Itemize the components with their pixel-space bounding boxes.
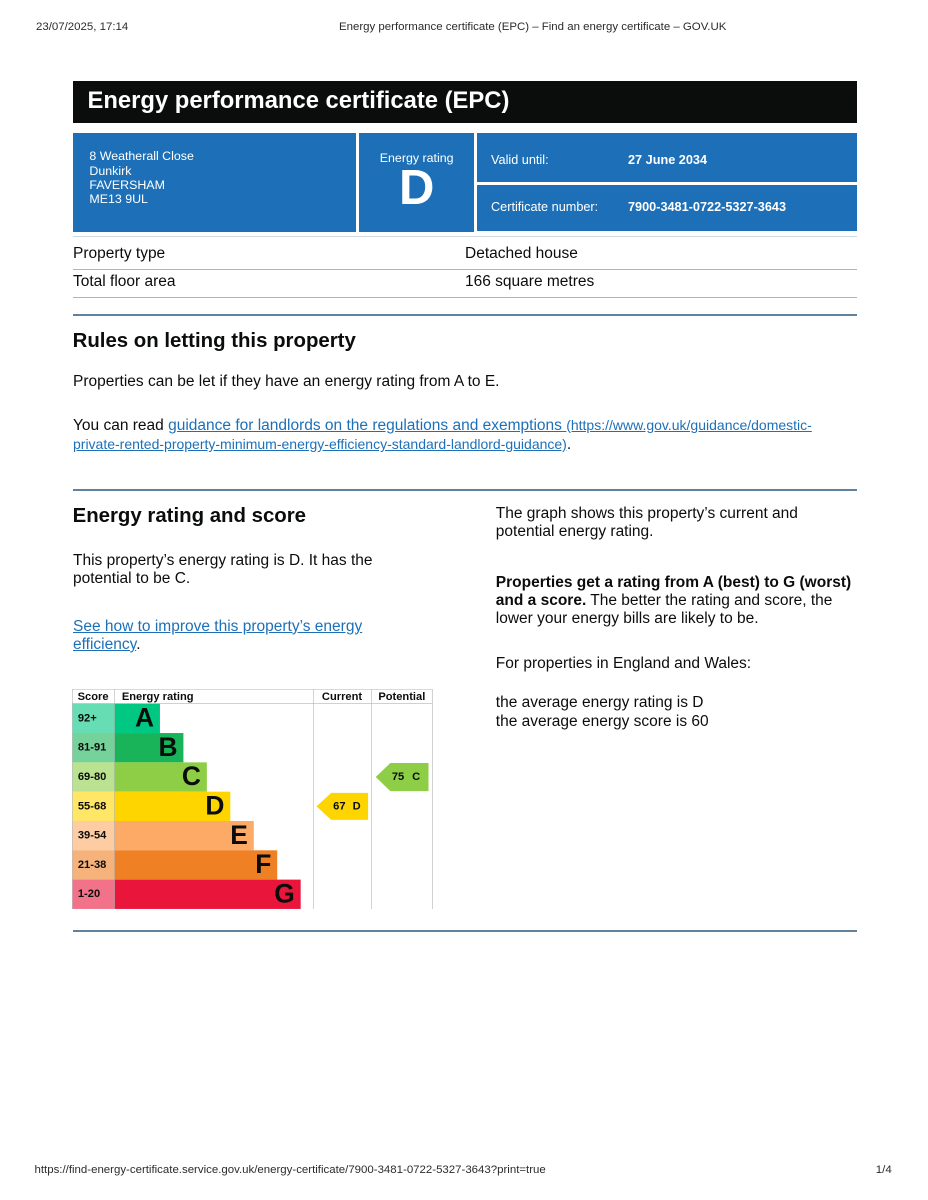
svg-text:39-54: 39-54 <box>78 829 107 841</box>
svg-text:55-68: 55-68 <box>78 800 106 812</box>
svg-text:67: 67 <box>333 800 345 812</box>
svg-text:E: E <box>231 820 249 850</box>
svg-text:Score: Score <box>78 691 109 703</box>
svg-text:B: B <box>159 732 178 762</box>
svg-text:C: C <box>412 771 420 783</box>
svg-text:G: G <box>275 878 296 908</box>
svg-text:Potential: Potential <box>379 691 426 703</box>
svg-text:D: D <box>353 800 361 812</box>
svg-text:1-20: 1-20 <box>78 888 100 900</box>
svg-text:75: 75 <box>392 771 404 783</box>
svg-text:F: F <box>256 849 272 879</box>
svg-text:C: C <box>182 761 201 791</box>
svg-text:81-91: 81-91 <box>78 741 106 753</box>
svg-text:A: A <box>135 702 154 732</box>
svg-text:Energy rating: Energy rating <box>122 691 194 703</box>
svg-text:D: D <box>206 790 225 820</box>
svg-text:92+: 92+ <box>78 712 97 724</box>
svg-text:21-38: 21-38 <box>78 859 106 871</box>
svg-text:69-80: 69-80 <box>78 771 106 783</box>
svg-text:Current: Current <box>322 691 362 703</box>
